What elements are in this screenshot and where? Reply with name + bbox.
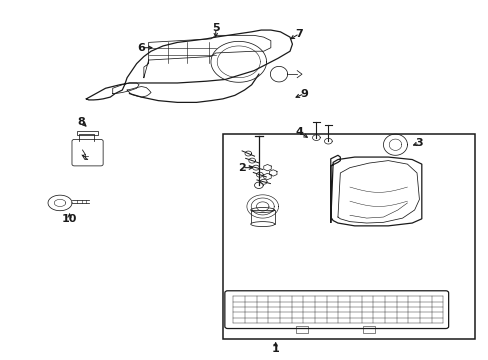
Text: 2: 2: [238, 163, 245, 173]
Text: 5: 5: [211, 23, 219, 33]
Bar: [296, 326, 307, 333]
Text: 3: 3: [415, 138, 422, 148]
Text: 1: 1: [271, 344, 279, 354]
Text: 6: 6: [137, 43, 145, 53]
Bar: [250, 210, 274, 224]
Text: 9: 9: [300, 89, 308, 99]
Text: 10: 10: [62, 214, 77, 224]
Ellipse shape: [250, 222, 274, 226]
Text: 8: 8: [78, 117, 85, 127]
Text: 4: 4: [295, 127, 303, 138]
Bar: [77, 131, 98, 135]
Text: 7: 7: [295, 28, 303, 39]
Bar: [363, 326, 374, 333]
Bar: [223, 134, 473, 339]
